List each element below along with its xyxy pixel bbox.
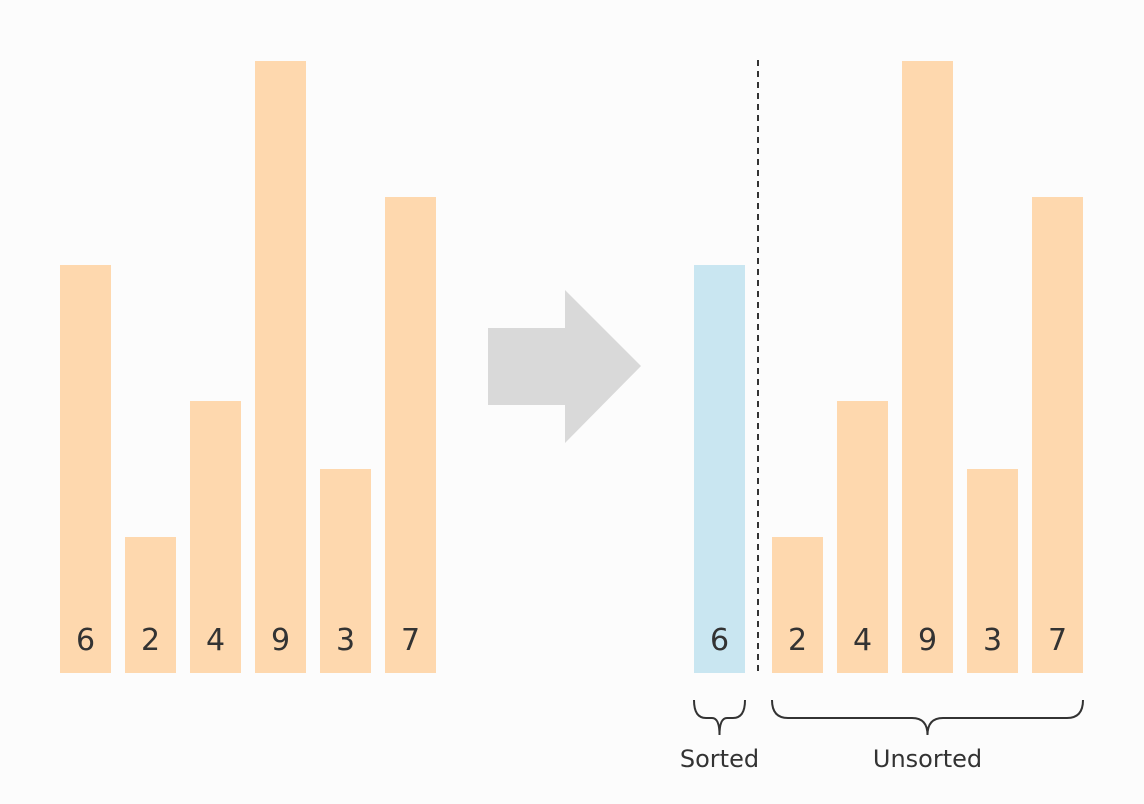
- unsorted-bar-0-label: 2: [788, 623, 807, 658]
- unsorted-bar-3-label: 3: [983, 623, 1002, 658]
- before-bar-0: 6: [60, 265, 111, 673]
- before-bar-3: 9: [255, 61, 306, 673]
- before-bar-2-label: 4: [206, 623, 225, 658]
- sorted-array: 6: [694, 265, 745, 673]
- before-bar-3-label: 9: [271, 623, 290, 658]
- sorted-caption: Sorted: [680, 745, 759, 773]
- before-bar-0-rect: [60, 265, 111, 673]
- before-bar-1: 2: [125, 537, 176, 673]
- unsorted-bar-1-label: 4: [853, 623, 872, 658]
- before-bar-5-rect: [385, 197, 436, 673]
- unsorted-bar-3-rect: [967, 469, 1018, 673]
- unsorted-bar-4-label: 7: [1048, 623, 1067, 658]
- before-bar-1-rect: [125, 537, 176, 673]
- before-bar-3-rect: [255, 61, 306, 673]
- before-bar-4-label: 3: [336, 623, 355, 658]
- before-bar-5: 7: [385, 197, 436, 673]
- unsorted-bar-4: 7: [1032, 197, 1083, 673]
- before-array: 6 2 4 9 3 7: [60, 61, 436, 673]
- unsorted-caption: Unsorted: [873, 745, 982, 773]
- unsorted-bar-2-label: 9: [918, 623, 937, 658]
- before-bar-4: 3: [320, 469, 371, 673]
- before-bar-2-rect: [190, 401, 241, 673]
- unsorted-bar-2: 9: [902, 61, 953, 673]
- sorted-bar-0-rect: [694, 265, 745, 673]
- sorted-brace-icon: [693, 699, 746, 736]
- unsorted-bar-1-rect: [837, 401, 888, 673]
- sorted-bar-0-label: 6: [710, 623, 729, 658]
- right-arrow-icon: [488, 290, 641, 443]
- before-bar-4-rect: [320, 469, 371, 673]
- unsorted-bar-3: 3: [967, 469, 1018, 673]
- unsorted-brace-icon: [771, 699, 1084, 736]
- unsorted-array: 2 4 9 3 7: [772, 61, 1083, 673]
- before-bar-2: 4: [190, 401, 241, 673]
- unsorted-bar-2-rect: [902, 61, 953, 673]
- unsorted-bar-1: 4: [837, 401, 888, 673]
- before-bar-0-label: 6: [76, 623, 95, 658]
- unsorted-bar-4-rect: [1032, 197, 1083, 673]
- unsorted-bar-0-rect: [772, 537, 823, 673]
- before-bar-1-label: 2: [141, 623, 160, 658]
- before-bar-5-label: 7: [401, 623, 420, 658]
- sorted-bar-0: 6: [694, 265, 745, 673]
- unsorted-bar-0: 2: [772, 537, 823, 673]
